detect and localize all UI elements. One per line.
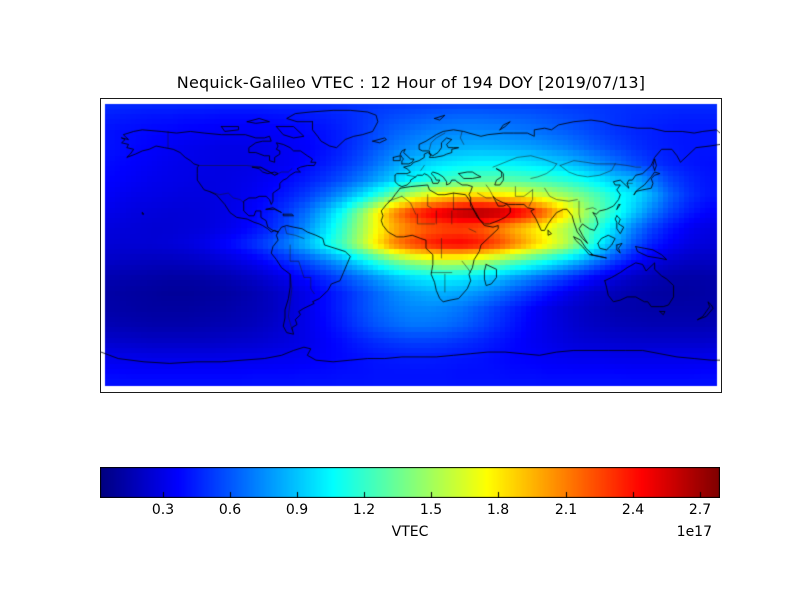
colorbar-axis-label: VTEC: [391, 524, 429, 540]
colorbar-tick-label: 2.7: [688, 502, 712, 518]
plot-title: Nequick-Galileo VTEC : 12 Hour of 194 DO…: [176, 73, 646, 92]
colorbar-offset-label: 1e17: [676, 524, 712, 540]
colorbar-tick-label: 0.3: [151, 502, 175, 518]
colorbar-tick-label: 1.5: [419, 502, 443, 518]
colorbar-tick-label: 2.4: [621, 502, 645, 518]
colorbar-tick-label: 1.8: [486, 502, 510, 518]
vtec-world-heatmap: [101, 99, 720, 391]
colorbar: [100, 467, 720, 498]
colorbar-tick-label: 1.2: [352, 502, 376, 518]
colorbar-tick-label: 0.9: [285, 502, 309, 518]
colorbar-tick-label: 0.6: [218, 502, 242, 518]
colorbar-tick-label: 2.1: [554, 502, 578, 518]
